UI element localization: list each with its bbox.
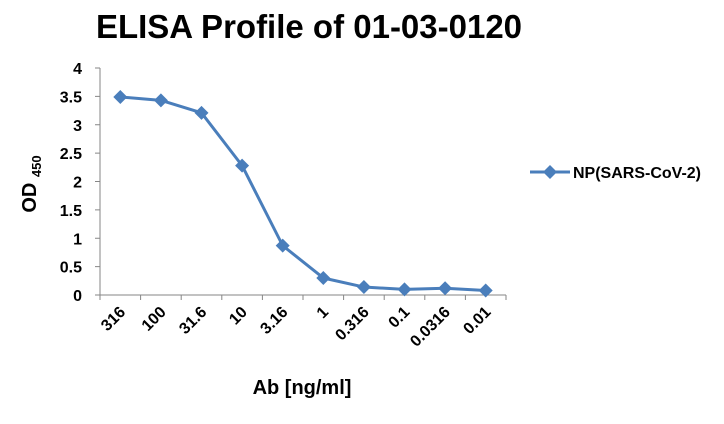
y-tick-label: 1.5 <box>60 203 82 220</box>
x-tick-label: 3.16 <box>257 304 291 338</box>
x-tick-label: 10 <box>226 304 251 329</box>
series-line <box>120 95 486 292</box>
data-point-marker <box>235 158 250 173</box>
legend-marker <box>543 165 557 179</box>
x-tick-label: 31.6 <box>176 304 210 338</box>
x-tick-label: 0.316 <box>332 304 372 344</box>
y-axis-title-subscript: 450 <box>29 155 44 177</box>
data-point-marker <box>438 281 453 296</box>
x-tick-label: 0.1 <box>386 304 414 332</box>
y-tick-label: 3.5 <box>60 89 82 106</box>
data-point-marker <box>275 238 290 253</box>
data-point-marker <box>316 270 331 285</box>
data-point-marker <box>113 89 128 104</box>
x-tick-label: 0.01 <box>460 304 494 338</box>
y-tick-label: 0 <box>73 288 82 305</box>
x-tick-label: 100 <box>139 304 170 335</box>
x-tick-group: 316 100 31.6 10 3.16 1 0.316 0.10.0316 0.01 <box>98 295 507 351</box>
x-tick-label: 1 <box>314 304 332 322</box>
y-axis-title-main: OD <box>19 183 41 213</box>
y-tick-label: 0.5 <box>60 260 82 277</box>
data-point-marker <box>478 283 493 298</box>
y-tick-label: 2.5 <box>60 146 82 163</box>
x-axis-title: Ab [ng/ml] <box>253 377 352 399</box>
y-tick-label: 4 <box>73 61 82 78</box>
data-point-marker <box>356 280 371 295</box>
x-tick-label: 0.0316 <box>407 304 454 351</box>
y-tick-label: 2 <box>73 175 82 192</box>
legend-label: NP(SARS-CoV-2) <box>573 165 701 182</box>
x-tick-label: 316 <box>98 304 129 335</box>
data-point-marker <box>153 93 168 108</box>
y-tick-label: 3 <box>73 118 82 135</box>
data-point-marker <box>194 105 209 120</box>
y-axis-title: OD 450 <box>19 155 44 212</box>
chart-title: ELISA Profile of 01-03-0120 <box>96 8 522 45</box>
y-tick-label: 1 <box>73 231 82 248</box>
series-layer <box>113 89 493 298</box>
data-point-marker <box>397 282 412 297</box>
legend: NP(SARS-CoV-2) <box>530 165 701 182</box>
y-tick-group: 0 0.5 1 1.5 2 2.5 3 3.5 4 <box>60 61 100 305</box>
